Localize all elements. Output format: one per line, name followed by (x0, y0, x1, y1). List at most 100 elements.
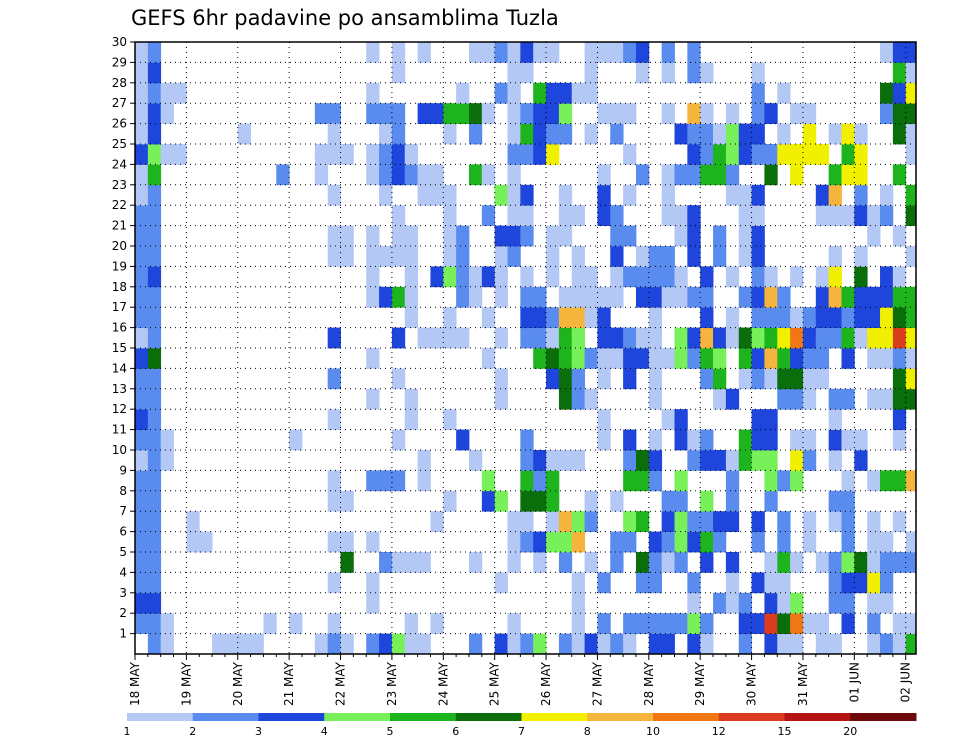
heatmap-cell (674, 225, 688, 247)
heatmap-cell (687, 144, 701, 165)
y-tick-label: 25 (112, 137, 127, 151)
heatmap-cell (725, 450, 740, 471)
heatmap-cell (507, 62, 521, 84)
y-tick-label: 13 (112, 382, 127, 396)
heatmap-cell (379, 144, 393, 165)
heatmap-cell (507, 511, 521, 532)
heatmap-cell (751, 409, 765, 430)
heatmap-cell (520, 531, 534, 553)
heatmap-cell (597, 613, 611, 634)
heatmap-cell (558, 633, 573, 655)
heatmap-cell (635, 552, 650, 573)
heatmap-cell (571, 613, 585, 634)
heatmap-cell (725, 327, 740, 349)
heatmap-cell (713, 531, 727, 553)
heatmap-cell (802, 450, 817, 471)
heatmap-cell (841, 552, 855, 573)
heatmap-cell (366, 286, 380, 308)
heatmap-cell (558, 205, 573, 226)
heatmap-cell (815, 144, 830, 165)
heatmap-cell (135, 123, 149, 145)
colorbar-swatch (192, 713, 259, 721)
heatmap-cell (751, 144, 765, 165)
heatmap-cell (135, 388, 149, 410)
heatmap-cell (725, 511, 740, 532)
heatmap-cell (391, 144, 406, 165)
heatmap-cell (867, 633, 881, 655)
y-tick-label: 11 (112, 423, 127, 437)
heatmap-cell (905, 633, 916, 655)
heatmap-cell (237, 633, 252, 655)
heatmap-cell (366, 388, 380, 410)
heatmap-cell (507, 225, 521, 247)
heatmap-cell (417, 552, 431, 573)
heatmap-cell (623, 225, 637, 247)
heatmap-cell (854, 572, 868, 594)
heatmap-cell (905, 348, 916, 369)
heatmap-cell (481, 490, 496, 512)
heatmap-cell (802, 511, 817, 532)
colorbar: 1 2 3 4 5 6 7 8 10 12 15 20 (124, 713, 917, 738)
heatmap-cell (777, 592, 791, 614)
colorbar-swatch (718, 713, 785, 721)
heatmap-cell (648, 286, 663, 308)
heatmap-cell (546, 42, 560, 63)
heatmap-cell (379, 470, 393, 492)
heatmap-cell (687, 511, 701, 532)
heatmap-cell (468, 42, 483, 63)
heatmap-cell (430, 511, 444, 532)
heatmap-cell (340, 246, 354, 267)
heatmap-cell (880, 572, 894, 594)
heatmap-cell (546, 123, 560, 145)
heatmap-cell (764, 552, 778, 573)
heatmap-cell (841, 572, 855, 594)
heatmap-cell (777, 572, 791, 594)
y-tick-label: 1 (119, 627, 127, 641)
heatmap-cell (815, 633, 830, 655)
heatmap-cell (584, 123, 598, 145)
heatmap-cell (687, 348, 701, 369)
heatmap-cell (661, 266, 675, 288)
heatmap-cell (828, 552, 842, 573)
heatmap-cell (199, 531, 213, 553)
heatmap-cell (648, 368, 663, 390)
heatmap-cell (597, 572, 611, 594)
heatmap-cell (507, 205, 521, 226)
x-tick-label: 23 MAY (385, 661, 399, 706)
heatmap-cell (880, 592, 894, 614)
heatmap-cell (173, 82, 187, 104)
heatmap-cell (687, 164, 701, 186)
heatmap-cell (892, 103, 907, 124)
heatmap-cell (147, 511, 162, 532)
heatmap-cell (443, 103, 457, 124)
heatmap-cell (494, 184, 508, 206)
heatmap-cell (314, 144, 329, 165)
heatmap-cell (802, 388, 817, 410)
heatmap-cell (546, 144, 560, 165)
heatmap-cell (713, 368, 727, 390)
heatmap-cell (160, 429, 174, 451)
heatmap-cell (135, 552, 149, 573)
heatmap-cell (687, 613, 701, 634)
heatmap-cell (481, 470, 496, 492)
heatmap-cell (520, 42, 534, 63)
heatmap-cell (725, 490, 740, 512)
heatmap-cell (417, 42, 431, 63)
heatmap-cell (700, 490, 714, 512)
heatmap-cell (481, 307, 496, 328)
heatmap-cell (571, 368, 585, 390)
heatmap-cell (533, 552, 547, 573)
heatmap-cell (635, 572, 650, 594)
heatmap-cell (700, 348, 714, 369)
heatmap-cell (764, 286, 778, 308)
heatmap-cell (661, 531, 675, 553)
heatmap-cell (790, 266, 804, 288)
heatmap-cell (520, 144, 534, 165)
y-tick-label: 18 (112, 280, 127, 294)
heatmap-cell (468, 633, 483, 655)
heatmap-cell (854, 246, 868, 267)
heatmap-cell (738, 205, 752, 226)
heatmap-cell (764, 470, 778, 492)
heatmap-cell (700, 531, 714, 553)
heatmap-cell (147, 123, 162, 145)
